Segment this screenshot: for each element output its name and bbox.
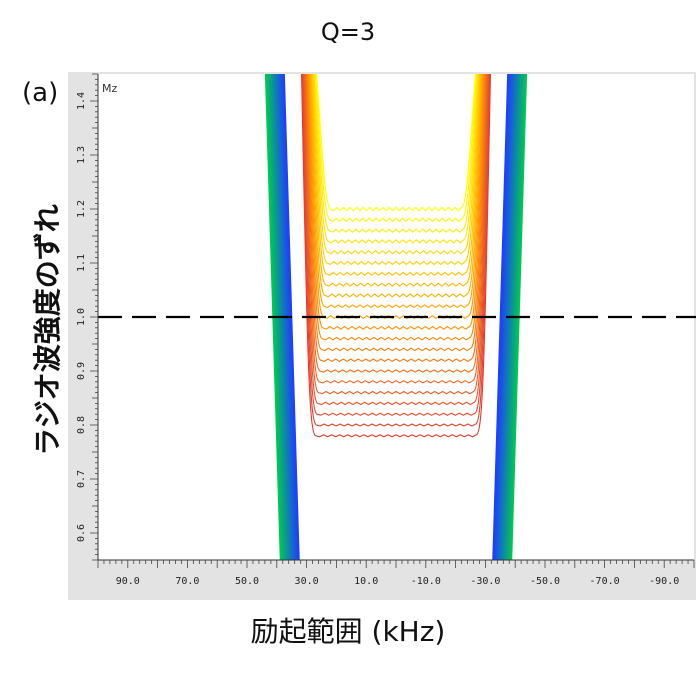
- contour-line: [303, 73, 489, 406]
- x-tick-label: 10.0: [354, 576, 378, 587]
- y-tick-label: 1.2: [76, 200, 87, 218]
- contour-line: [302, 73, 490, 416]
- x-tick-label: 50.0: [235, 576, 259, 587]
- contour-line: [308, 73, 484, 330]
- contour-lines: [300, 73, 492, 438]
- corner-label: Mz: [102, 82, 117, 95]
- contour-line: [300, 73, 492, 438]
- panel-label: (a): [22, 78, 59, 108]
- y-tick-label: 0.9: [76, 362, 87, 380]
- x-axis: 90.0 70.0 50.0 30.0 10.0 -10.0 -30.0 -50.0 -70.0…: [97, 559, 695, 587]
- contour-line: [306, 73, 486, 352]
- x-tick-label: -50.0: [530, 576, 560, 587]
- contour-line: [310, 73, 482, 298]
- contour-line: [315, 73, 477, 212]
- contour-line: [313, 73, 479, 255]
- contour-line: [310, 73, 482, 287]
- contour-line: [315, 73, 477, 223]
- y-axis: 0.6 0.7 0.8 0.9 1.0 1.1 1.2 1.3 1.4: [76, 73, 99, 561]
- band-line: [495, 73, 512, 561]
- y-tick-label: 1.3: [76, 146, 87, 164]
- contour-line: [301, 73, 491, 427]
- x-tick-label: 70.0: [175, 576, 199, 587]
- contour-line: [312, 73, 480, 266]
- contour-line: [308, 73, 484, 319]
- contour-line: [314, 73, 478, 233]
- contour-line: [313, 73, 479, 244]
- y-tick-label: 1.0: [76, 308, 87, 326]
- contour-line: [304, 73, 488, 384]
- band-line: [493, 73, 511, 561]
- contour-line: [305, 73, 487, 373]
- contour-line: [303, 73, 489, 395]
- x-tick-label: -90.0: [649, 576, 679, 587]
- y-tick-label: 1.1: [76, 254, 87, 272]
- contour-line: [307, 73, 485, 341]
- x-axis-label: 励起範囲 (kHz): [250, 615, 446, 648]
- y-tick-label: 0.6: [76, 524, 87, 542]
- band-line: [492, 73, 510, 561]
- x-tick-label: 90.0: [116, 576, 140, 587]
- x-tick-label: -10.0: [411, 576, 441, 587]
- contour-line: [305, 73, 487, 363]
- y-tick-label: 1.4: [76, 92, 87, 110]
- x-tick-label: -70.0: [590, 576, 620, 587]
- y-tick-label: 0.7: [76, 470, 87, 488]
- y-tick-label: 0.8: [76, 416, 87, 434]
- x-tick-label: 30.0: [295, 576, 319, 587]
- band-line: [496, 73, 514, 561]
- chart-title: Q=3: [320, 18, 376, 46]
- x-tick-label: -30.0: [470, 576, 500, 587]
- contour-line: [311, 73, 481, 276]
- contour-line: [309, 73, 483, 309]
